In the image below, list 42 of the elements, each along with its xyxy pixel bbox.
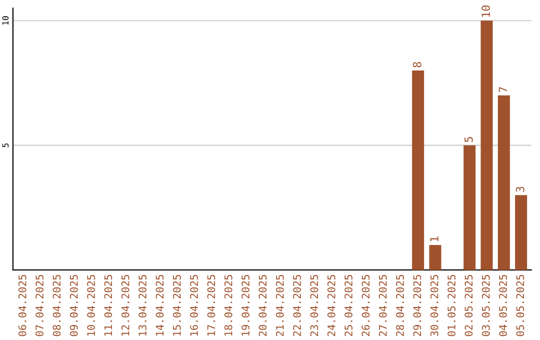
x-tick-label: 18.04.2025 <box>224 274 232 336</box>
x-tick-label: 03.05.2025 <box>482 274 490 336</box>
x-tick-label: 17.04.2025 <box>207 274 216 336</box>
data-label: 5 <box>464 137 473 142</box>
x-tick-label: 25.04.2025 <box>344 274 352 336</box>
x-tick-label: 08.04.2025 <box>52 274 61 336</box>
x-tick-label: 19.04.2025 <box>242 274 250 336</box>
x-tick-label: 20.04.2025 <box>258 274 267 336</box>
bar <box>429 245 442 270</box>
bar <box>498 95 510 270</box>
x-tick-label: 09.04.2025 <box>70 274 78 336</box>
data-label: 1 <box>430 236 438 242</box>
x-tick-label: 27.04.2025 <box>378 274 387 336</box>
x-tick-label: 21.04.2025 <box>276 274 284 336</box>
bar <box>412 70 424 270</box>
x-tick-label: 28.04.2025 <box>396 274 404 336</box>
x-tick-label: 13.04.2025 <box>138 274 146 336</box>
data-label: 7 <box>498 87 507 92</box>
x-tick-label: 15.04.2025 <box>172 274 181 336</box>
x-tick-label: 11.04.2025 <box>104 274 112 336</box>
x-tick-label: 05.05.2025 <box>516 274 524 336</box>
data-label: 8 <box>412 62 422 68</box>
x-tick-label: 29.04.2025 <box>413 274 422 336</box>
x-tick-label: 07.04.2025 <box>36 274 44 336</box>
x-tick-label: 16.04.2025 <box>190 274 198 336</box>
x-tick-label: 24.04.2025 <box>327 274 336 336</box>
data-label: 3 <box>516 186 524 192</box>
x-tick-label: 02.05.2025 <box>464 274 473 336</box>
bar <box>480 20 493 270</box>
bar <box>464 145 476 270</box>
x-tick-label: 26.04.2025 <box>362 274 370 336</box>
x-tick-label: 04.05.2025 <box>499 274 507 336</box>
data-label: 10 <box>482 5 490 17</box>
bar <box>515 195 528 270</box>
x-tick-label: 01.05.2025 <box>448 274 456 336</box>
x-tick-label: 10.04.2025 <box>87 274 95 336</box>
x-tick-label: 14.04.2025 <box>156 274 164 336</box>
x-tick-label: 22.04.2025 <box>293 274 301 336</box>
x-tick-label: 30.04.2025 <box>430 274 438 336</box>
x-tick-label: 23.04.2025 <box>310 274 318 336</box>
x-tick-label: 12.04.2025 <box>121 274 130 336</box>
x-tick-label: 06.04.2025 <box>18 274 26 336</box>
